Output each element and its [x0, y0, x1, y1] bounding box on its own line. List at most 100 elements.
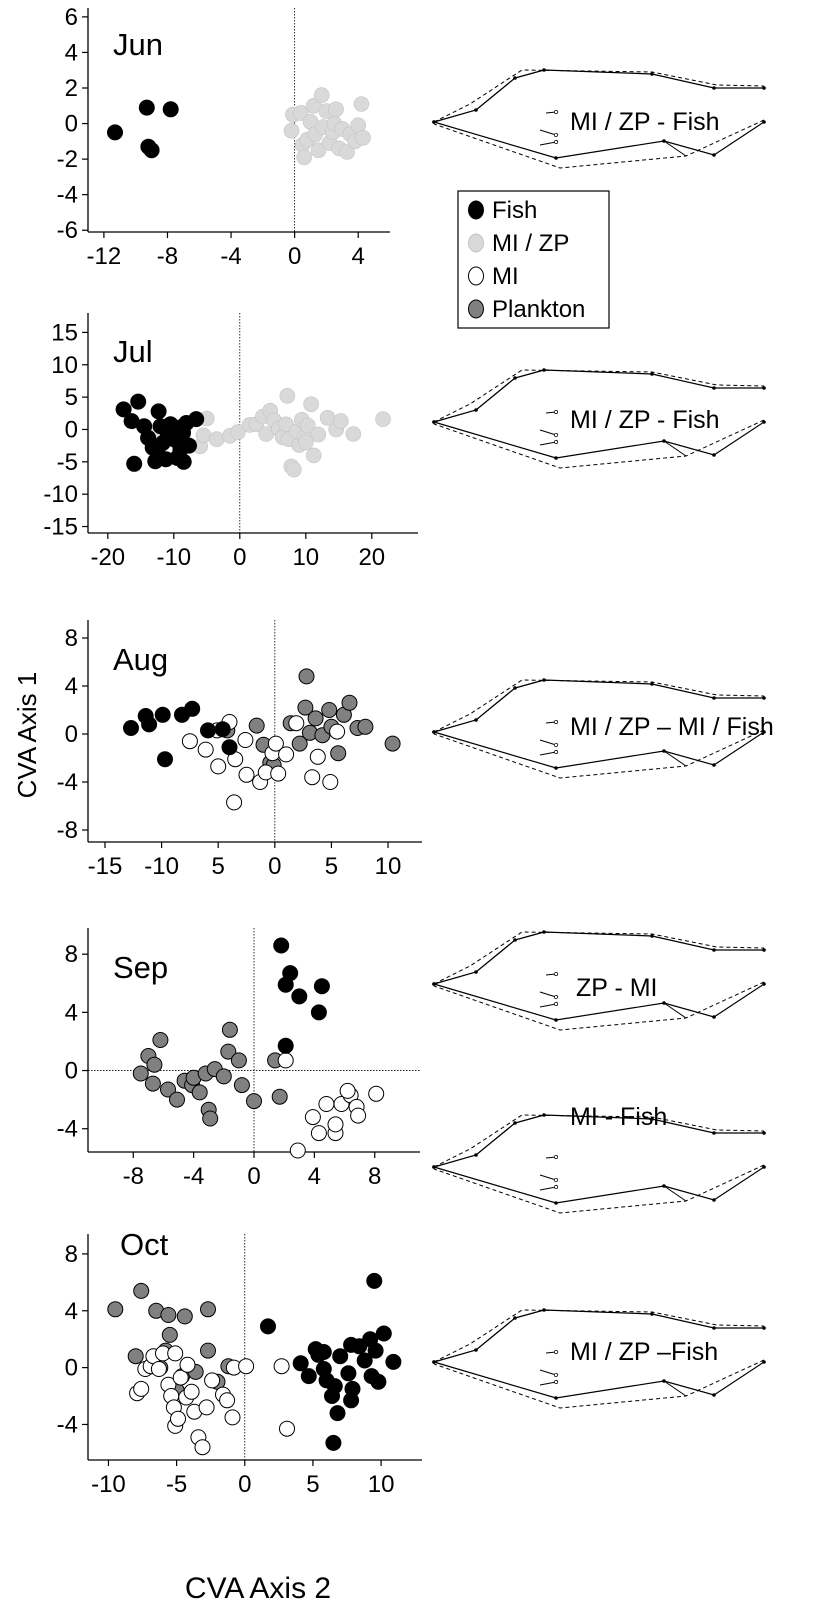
data-point-plankton: [161, 1326, 178, 1343]
landmark-point: [650, 72, 654, 76]
landmark-link: [663, 140, 687, 157]
landmark-point: [432, 120, 436, 124]
outline-dashed-bottom: [433, 119, 765, 169]
landmark-point: [474, 1153, 478, 1157]
y-tick-label: 4: [65, 39, 78, 66]
landmark-point: [662, 139, 666, 143]
data-point-fish: [115, 401, 132, 418]
y-tick-label: 4: [65, 673, 78, 700]
landmark-point: [712, 1198, 716, 1202]
legend-marker: [468, 299, 484, 319]
landmark-point: [712, 86, 716, 90]
outline-dashed-bottom: [433, 1164, 765, 1214]
data-point-mi-zp: [296, 149, 313, 166]
data-point-mi-zp: [310, 426, 327, 443]
data-point-fish: [172, 419, 189, 436]
y-tick-label: -15: [43, 514, 78, 541]
data-point-mi: [197, 741, 214, 758]
y-tick-label: -4: [57, 1411, 78, 1438]
landmark-link: [663, 750, 687, 767]
y-tick-label: 0: [65, 721, 78, 748]
landmark-link: [514, 679, 545, 689]
landmark-vector: [545, 409, 559, 415]
data-point-mi-zp: [195, 427, 212, 444]
landmark-vector: [545, 719, 559, 725]
landmark-point: [432, 1165, 436, 1169]
y-tick-label: 5: [65, 384, 78, 411]
data-point-mi: [350, 1107, 367, 1124]
data-point-plankton: [107, 1301, 124, 1318]
data-point-mi-zp: [375, 411, 391, 427]
landmark-vector: [539, 991, 559, 1000]
data-point-mi: [327, 1116, 344, 1133]
landmark-point: [712, 1393, 716, 1397]
landmark-link: [514, 369, 545, 379]
data-point-plankton: [215, 1068, 232, 1085]
outline-solid-bottom: [433, 1361, 765, 1399]
y-tick-label: -2: [57, 146, 78, 173]
landmark-point: [554, 456, 558, 460]
x-tick-label: 8: [368, 1163, 381, 1190]
x-tick-label: -10: [91, 1471, 126, 1498]
landmark-point: [650, 934, 654, 938]
data-point-plankton: [291, 735, 308, 752]
panel-aug: 8 4 0 -4 -8 -15 -10 5 0 5 10 Aug: [57, 620, 422, 880]
y-tick-label: 10: [51, 352, 78, 379]
data-point-fish: [367, 1342, 384, 1359]
data-point-fish: [141, 716, 158, 733]
data-point-mi: [267, 735, 284, 752]
data-point-mi: [170, 1410, 186, 1427]
data-point-fish: [385, 1353, 402, 1370]
data-point-mi-zp: [328, 101, 344, 118]
data-point-mi: [322, 774, 339, 790]
data-point-mi: [194, 1439, 211, 1456]
landmark-point: [432, 420, 436, 424]
data-point-mi-zp: [355, 130, 371, 146]
x-tick-label: 0: [288, 243, 301, 270]
y-tick-label: -5: [57, 449, 78, 476]
landmark-point: [762, 420, 766, 424]
data-point-fish: [214, 721, 231, 738]
landmark-point: [762, 948, 766, 952]
landmark-point: [712, 696, 716, 700]
comparison-label: MI / ZP - Fish: [570, 108, 720, 136]
landmark-point: [542, 1308, 546, 1312]
landmark-point: [513, 76, 517, 80]
x-tick-label: -4: [220, 243, 241, 270]
data-point-mi-zp: [208, 431, 225, 448]
y-tick-label: 4: [65, 999, 78, 1026]
data-point-plankton: [330, 745, 347, 762]
shape-deformation-diagrams: MI / ZP - Fish MI / ZP - Fish MI / ZP – MI…: [432, 68, 774, 1409]
legend-label: Fish: [492, 197, 537, 224]
data-point-fish: [300, 1368, 317, 1385]
landmark-vector: [539, 749, 559, 756]
landmark-point: [762, 386, 766, 390]
outline-dashed-bottom: [433, 419, 765, 469]
y-tick-label: 8: [65, 941, 78, 968]
outline-solid-bottom: [433, 1166, 765, 1204]
x-tick-label: -15: [88, 853, 123, 880]
landmark-vector: [539, 439, 559, 446]
data-point-plankton: [160, 1307, 177, 1323]
landmark-vector: [539, 1174, 559, 1183]
landmark-point: [762, 86, 766, 90]
data-point-mi: [198, 1399, 215, 1416]
landmark-point: [554, 1396, 558, 1400]
landmark-point: [474, 108, 478, 112]
x-tick-label: -8: [123, 1163, 144, 1190]
landmark-link: [475, 939, 516, 973]
data-point-plankton: [191, 1084, 208, 1101]
data-point-plankton: [357, 718, 374, 735]
data-point-fish: [375, 1325, 392, 1342]
data-point-mi-zp: [297, 434, 314, 451]
landmark-point: [513, 1121, 517, 1125]
landmark-link: [475, 1317, 516, 1351]
y-tick-label: 8: [65, 1241, 78, 1268]
data-point-plankton: [221, 1021, 238, 1038]
x-tick-label: -4: [183, 1163, 204, 1190]
data-point-mi: [183, 1383, 200, 1400]
panel-title: Oct: [120, 1227, 169, 1262]
data-point-fish: [162, 101, 179, 118]
shape-diagram: MI / ZP – MI / Fish: [432, 678, 774, 779]
y-tick-label: -6: [57, 217, 78, 244]
